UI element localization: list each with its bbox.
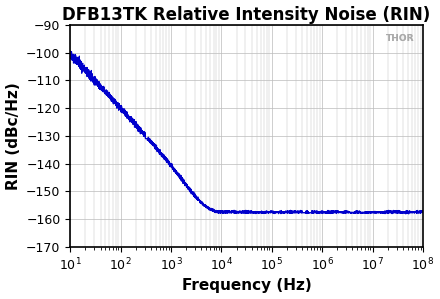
Text: THOR: THOR [385,34,414,43]
Title: DFB13TK Relative Intensity Noise (RIN): DFB13TK Relative Intensity Noise (RIN) [62,6,431,24]
X-axis label: Frequency (Hz): Frequency (Hz) [182,278,312,293]
Text: THOR: THOR [385,34,414,43]
Y-axis label: RIN (dBc/Hz): RIN (dBc/Hz) [6,82,21,190]
